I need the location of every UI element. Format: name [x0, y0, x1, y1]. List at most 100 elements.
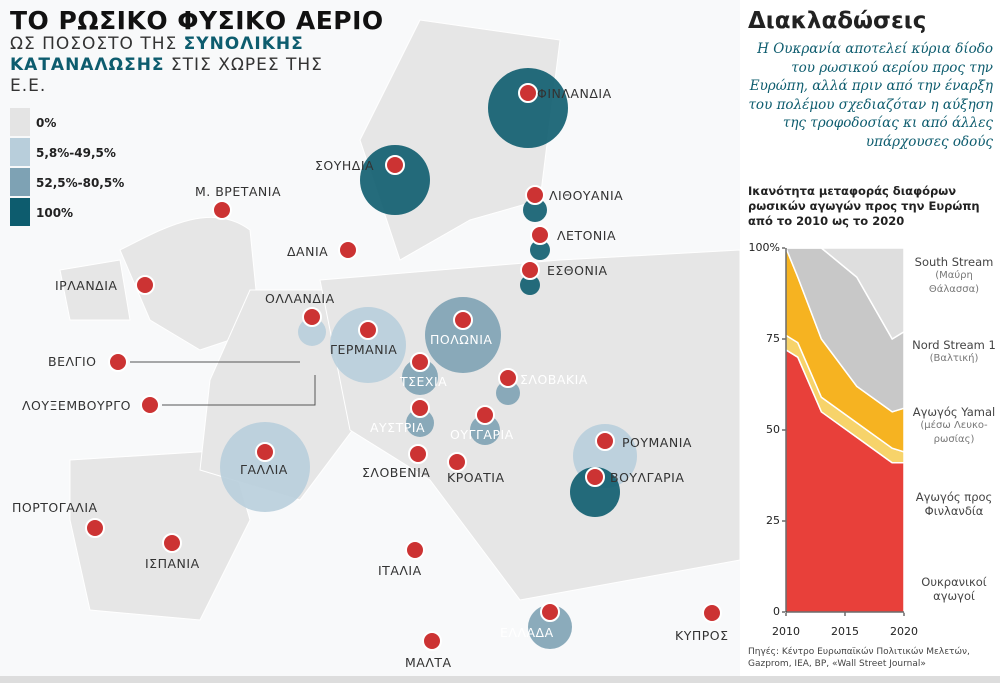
country-area — [220, 422, 310, 512]
series-label: Αγωγός Yamal (μέσω Λευκο-ρωσίας) — [912, 405, 996, 447]
country-label: ΟΛΛΑΝΔΙΑ — [265, 291, 335, 306]
flag — [702, 603, 722, 623]
chart-title: Ικανότητα μεταφοράς διαφόρων ρωσικών αγω… — [748, 184, 980, 228]
country-area — [402, 359, 438, 395]
country-label: ΒΕΛΓΙΟ — [48, 354, 97, 369]
flag — [408, 444, 428, 464]
leader-line — [162, 375, 316, 406]
subtitle-bold: ΣΥΝΟΛΙΚΗΣ ΚΑΤΑΝΑΛΩΣΗΣ — [10, 34, 304, 75]
country-area — [425, 297, 501, 373]
country-label: ΠΟΛΩΝΙΑ — [430, 332, 493, 347]
y-tick-label: 25 — [766, 514, 780, 527]
source: Πηγές: Κέντρο Ευρωπαϊκών Πολιτικών Μελετ… — [748, 647, 970, 669]
legend-swatch — [10, 168, 30, 196]
country-area — [406, 409, 434, 437]
legend-swatch — [10, 138, 30, 166]
country-area — [570, 467, 620, 517]
map-subtitle: ΩΣ ΠΟΣΟΣΤΟ ΤΗΣ ΣΥΝΟΛΙΚΗΣ ΚΑΤΑΝΑΛΩΣΗΣ ΣΤΙ… — [10, 34, 340, 97]
country-label: ΚΥΠΡΟΣ — [675, 628, 729, 643]
flag — [520, 260, 540, 280]
country-label: Μ. ΒΡΕΤΑΝΙΑ — [195, 184, 282, 199]
country-label: ΟΥΓΓΑΡΙΑ — [450, 427, 514, 442]
country-area — [528, 605, 572, 649]
legend-swatch — [10, 108, 30, 136]
flag — [498, 368, 518, 388]
country-label: ΔΑΝΙΑ — [287, 244, 329, 259]
country-label: ΡΟΥΜΑΝΙΑ — [622, 435, 692, 450]
subtitle-part: ΩΣ ΠΟΣΟΣΤΟ ΤΗΣ — [10, 34, 184, 54]
series-name: Αγωγός Yamal — [912, 405, 996, 419]
flag — [108, 352, 128, 372]
country-label: ΚΡΟΑΤΙΑ — [447, 470, 505, 485]
country-label: ΣΛΟΒΕΝΙΑ — [362, 465, 431, 480]
flag — [85, 518, 105, 538]
country-label: ΜΑΛΤΑ — [405, 655, 452, 670]
flag — [530, 225, 550, 245]
country-area — [488, 68, 568, 148]
flag — [585, 467, 605, 487]
flag — [525, 185, 545, 205]
country-label: ΤΣΕΧΙΑ — [400, 374, 448, 389]
flag — [595, 431, 615, 451]
area — [786, 247, 905, 341]
series-label: Αγωγός προς Φινλανδία — [912, 490, 996, 518]
flag — [302, 307, 322, 327]
flag — [140, 395, 160, 415]
series-label: Nord Stream 1 (Βαλτική) — [912, 338, 996, 366]
y-tick-label: 50 — [766, 423, 780, 436]
map-title: ΤΟ ΡΩΣΙΚΟ ΦΥΣΙΚΟ ΑΕΡΙΟ — [10, 6, 384, 35]
country-area — [470, 415, 500, 445]
series-note: (μέσω Λευκο-ρωσίας) — [920, 420, 988, 445]
bottom-bar — [0, 676, 1000, 683]
y-tick-label: 100% — [749, 241, 780, 254]
land — [59, 19, 741, 621]
country-area — [330, 307, 406, 383]
flag — [212, 200, 232, 220]
country-label: ΓΕΡΜΑΝΙΑ — [330, 342, 398, 357]
flag — [410, 398, 430, 418]
legend-label: 52,5%-80,5% — [36, 176, 125, 190]
flag — [358, 320, 378, 340]
country-label: ΕΛΛΑΔΑ — [500, 625, 554, 640]
country-area — [298, 318, 326, 346]
country-label: ΙΣΠΑΝΙΑ — [145, 556, 200, 571]
flag — [135, 275, 155, 295]
legend-label: 0% — [36, 116, 57, 130]
country-area — [520, 275, 540, 295]
country-label: ΠΟΡΤΟΓΑΛΙΑ — [12, 500, 98, 515]
series-note: (Βαλτική) — [929, 353, 979, 364]
country-label: ΣΛΟΒΑΚΙΑ — [520, 372, 588, 387]
flag — [422, 631, 442, 651]
panel-intro: Η Ουκρανία αποτελεί κύρια δίοδο του ρωσι… — [748, 41, 993, 150]
country-label: ΛΕΤΟΝΙΑ — [557, 228, 617, 243]
series-name: Αγωγός προς Φινλανδία — [915, 490, 993, 518]
series-name: Nord Stream 1 — [912, 338, 996, 352]
series-name: Ουκρανικοί αγωγοί — [921, 575, 987, 603]
series-label: Ουκρανικοί αγωγοί — [912, 575, 996, 603]
country-area — [360, 145, 430, 215]
country-area — [530, 240, 550, 260]
country-label: ΦΙΝΛΑΝΔΙΑ — [537, 86, 612, 101]
country-label: ΙΡΛΑΝΔΙΑ — [55, 278, 118, 293]
series-label: South Stream (Μαύρη Θάλασσα) — [912, 255, 996, 297]
country-label: ΣΟΥΗΔΙΑ — [315, 158, 375, 173]
x-tick-label: 2015 — [831, 625, 859, 638]
country-area — [496, 381, 520, 405]
country-label: ΙΤΑΛΙΑ — [378, 563, 422, 578]
y-tick-label: 75 — [766, 332, 780, 345]
x-tick-label: 2010 — [772, 625, 800, 638]
country-label: ΛΟΥΞΕΜΒΟΥΡΓΟ — [22, 398, 131, 413]
legend-label: 5,8%-49,5% — [36, 146, 116, 160]
flag — [410, 352, 430, 372]
flag — [255, 442, 275, 462]
flag — [453, 310, 473, 330]
series-note: (Μαύρη Θάλασσα) — [928, 270, 980, 295]
country-label: ΒΟΥΛΓΑΡΙΑ — [610, 470, 685, 485]
legend-label: 100% — [36, 206, 74, 220]
panel-title: Διακλαδώσεις — [748, 8, 927, 34]
legend-swatch — [10, 198, 30, 226]
flag — [540, 602, 560, 622]
flag — [162, 533, 182, 553]
